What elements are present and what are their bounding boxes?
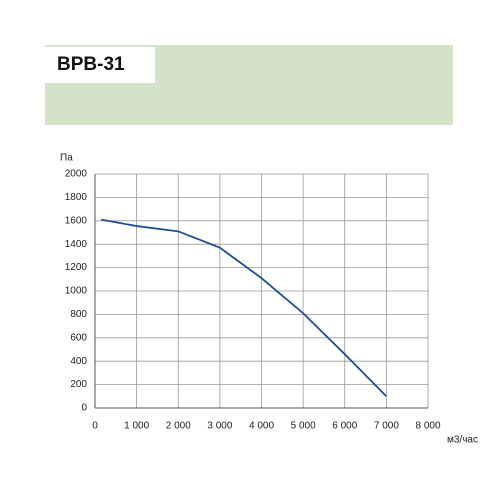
y-tick-label: 1200 [65,262,88,273]
x-tick-label: 7 000 [374,421,399,432]
header-title: ВРВ-31 [45,47,155,83]
x-tick-label: 1 000 [124,421,149,432]
x-tick-label: 5 000 [291,421,316,432]
x-tick-label: 8 000 [415,421,440,432]
y-tick-label: 1400 [65,239,88,250]
y-tick-label: 0 [81,403,87,414]
curve [101,218,388,397]
y-tick-label: 1000 [65,286,88,297]
y-tick-label: 2000 [65,169,88,180]
y-tick-label: 600 [70,332,87,343]
x-tick-label: 0 [92,421,98,432]
y-tick-label: 400 [70,356,87,367]
y-axis-label: Па [60,153,73,164]
x-tick-label: 6 000 [332,421,357,432]
x-tick-label: 3 000 [207,421,232,432]
y-tick-label: 800 [70,309,87,320]
y-tick-label: 1800 [65,192,88,203]
x-tick-label: 4 000 [249,421,274,432]
x-axis-label: м3/час [447,435,478,446]
y-tick-label: 1600 [65,215,88,226]
y-tick-label: 200 [70,379,87,390]
x-tick-label: 2 000 [166,421,191,432]
